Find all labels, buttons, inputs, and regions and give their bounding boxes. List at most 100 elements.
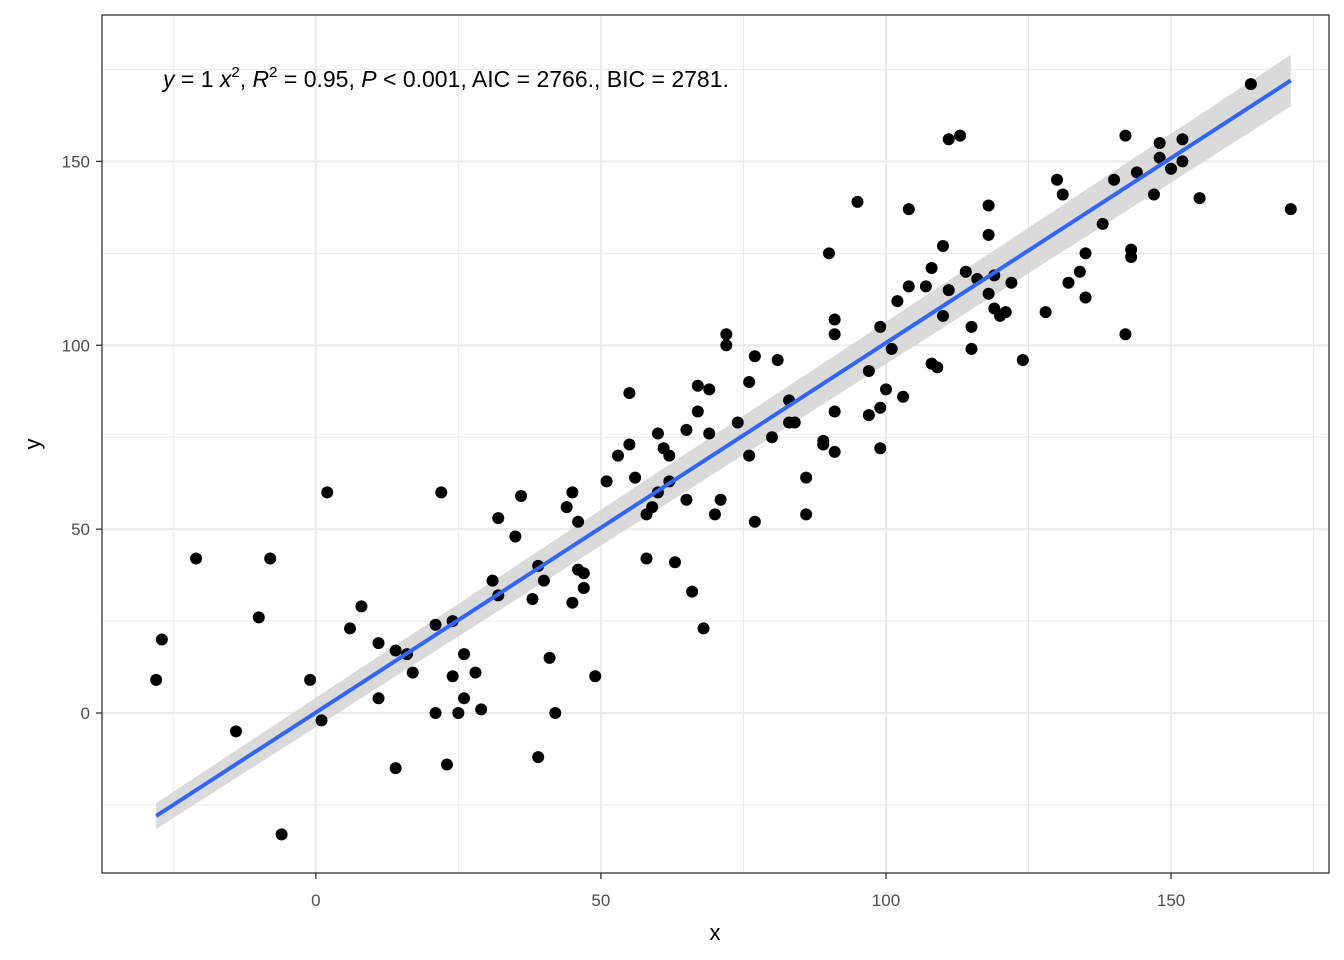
- data-point: [612, 449, 625, 462]
- regression-line: [155, 78, 1292, 818]
- data-point: [936, 239, 949, 252]
- data-point: [731, 416, 744, 429]
- x-axis-title: x: [710, 920, 721, 945]
- data-point: [942, 284, 955, 297]
- data-point: [748, 515, 761, 528]
- annot-r2: = 0.95,: [278, 66, 362, 92]
- data-point: [1153, 151, 1166, 164]
- annot-eq: = 1: [175, 66, 220, 92]
- annot-sep: ,: [240, 66, 253, 92]
- annot-r-exp: 2: [269, 64, 277, 81]
- data-point: [532, 751, 545, 764]
- data-point: [897, 390, 910, 403]
- data-point: [566, 486, 579, 499]
- data-point: [389, 762, 402, 775]
- data-point: [1005, 276, 1018, 289]
- x-tick-label: 150: [1157, 891, 1185, 910]
- data-point: [765, 431, 778, 444]
- annot-exp: 2: [231, 64, 239, 81]
- data-point: [1056, 188, 1069, 201]
- data-point: [537, 574, 550, 587]
- data-point: [155, 633, 168, 646]
- data-point: [942, 133, 955, 146]
- data-point: [669, 556, 682, 569]
- data-point: [1119, 129, 1132, 142]
- data-point: [1130, 166, 1143, 179]
- data-point: [1108, 173, 1121, 186]
- data-point: [1193, 192, 1206, 205]
- data-point: [902, 203, 915, 216]
- data-point: [321, 486, 334, 499]
- data-point: [874, 442, 887, 455]
- y-tick-label: 50: [71, 520, 90, 539]
- data-point: [703, 383, 716, 396]
- data-point: [817, 438, 830, 451]
- data-point: [982, 199, 995, 212]
- data-point: [509, 530, 522, 543]
- data-point: [623, 438, 636, 451]
- data-point: [1176, 133, 1189, 146]
- data-point: [560, 501, 573, 514]
- annot-p-rest: < 0.001, AIC = 2766., BIC = 2781.: [377, 66, 729, 92]
- data-point: [515, 490, 528, 503]
- data-point: [264, 552, 277, 565]
- y-axis-ticks: 0 50 100 150: [62, 152, 102, 723]
- x-tick-label: 50: [591, 891, 610, 910]
- data-point: [743, 449, 756, 462]
- data-point: [703, 427, 716, 440]
- data-point: [629, 471, 642, 484]
- data-point: [800, 508, 813, 521]
- data-point: [680, 493, 693, 506]
- data-point: [925, 262, 938, 275]
- data-point: [406, 666, 419, 679]
- data-point: [623, 387, 636, 400]
- data-point: [743, 376, 756, 389]
- data-point: [1284, 203, 1297, 216]
- data-point: [1153, 136, 1166, 149]
- data-point: [315, 714, 328, 727]
- data-point: [965, 320, 978, 333]
- data-point: [919, 280, 932, 293]
- data-point: [646, 501, 659, 514]
- data-point: [1039, 306, 1052, 319]
- data-point: [748, 350, 761, 363]
- data-point: [862, 364, 875, 377]
- data-point: [708, 508, 721, 521]
- data-point: [936, 309, 949, 322]
- data-point: [999, 306, 1012, 319]
- data-point: [577, 581, 590, 594]
- annot-p: P: [361, 66, 377, 92]
- data-point: [458, 692, 471, 705]
- x-tick-label: 100: [872, 891, 900, 910]
- data-point: [874, 401, 887, 414]
- y-axis-title: y: [20, 439, 45, 450]
- data-point: [862, 409, 875, 422]
- data-point: [931, 361, 944, 374]
- data-point: [1244, 78, 1257, 91]
- data-point: [720, 328, 733, 341]
- data-points: [150, 78, 1297, 841]
- data-point: [549, 707, 562, 720]
- data-point: [355, 600, 368, 613]
- data-point: [714, 493, 727, 506]
- data-point: [452, 707, 465, 720]
- data-point: [429, 707, 442, 720]
- data-point: [150, 673, 163, 686]
- data-point: [663, 449, 676, 462]
- data-point: [492, 512, 505, 525]
- data-point: [691, 405, 704, 418]
- data-point: [429, 618, 442, 631]
- data-point: [1147, 188, 1160, 201]
- data-point: [566, 596, 579, 609]
- data-point: [446, 670, 459, 683]
- data-point: [891, 295, 904, 308]
- data-point: [771, 353, 784, 366]
- data-point: [640, 552, 653, 565]
- x-axis-ticks: 0 50 100 150: [311, 873, 1185, 910]
- data-point: [954, 129, 967, 142]
- data-point: [1096, 217, 1109, 230]
- data-point: [435, 486, 448, 499]
- data-point: [885, 342, 898, 355]
- plot-panel-border: [101, 14, 1330, 874]
